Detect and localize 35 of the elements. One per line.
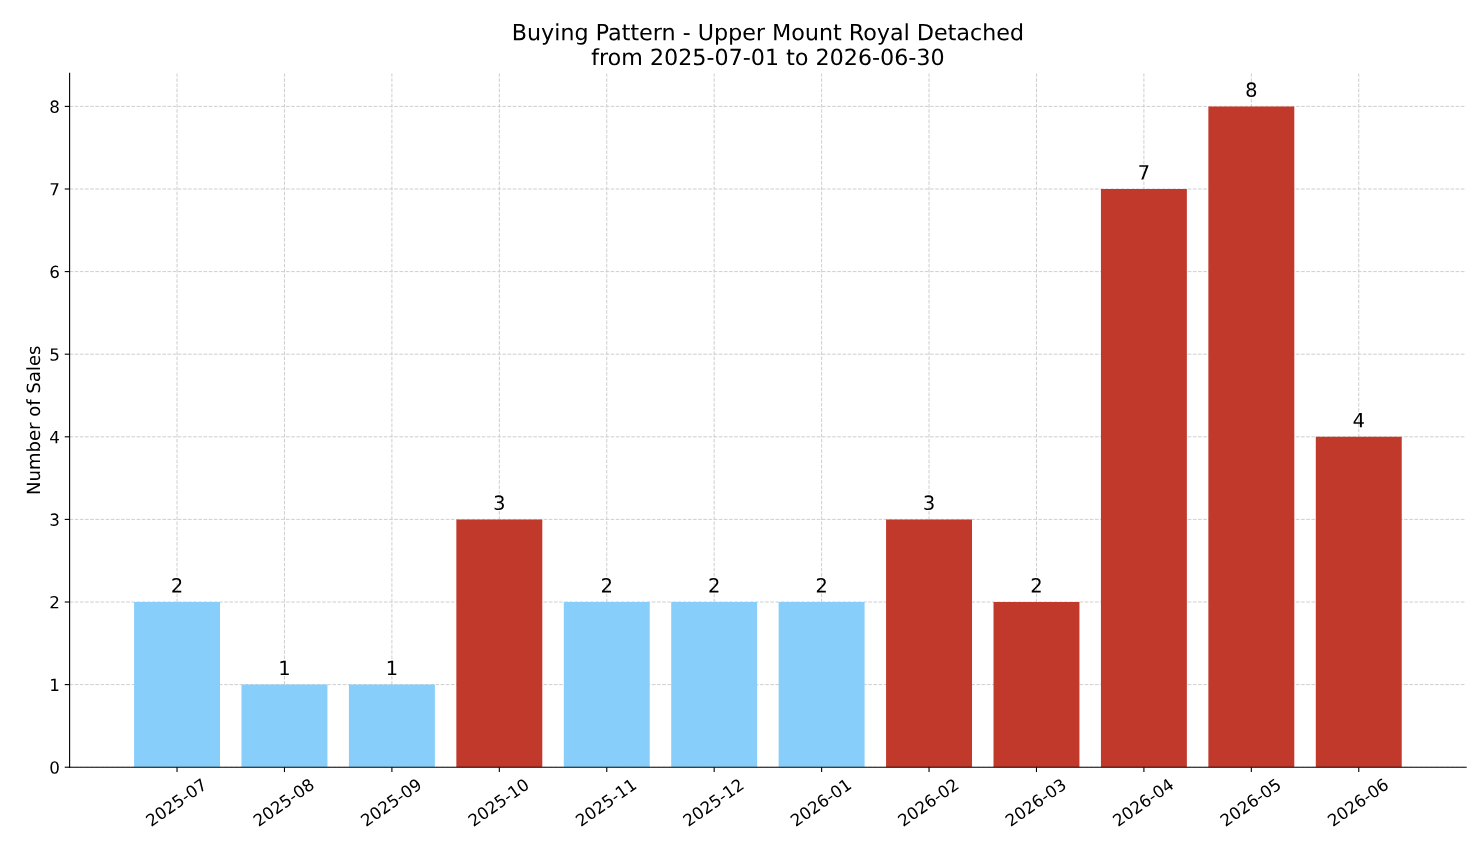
data-label: 2 xyxy=(1031,577,1041,593)
bar xyxy=(563,602,650,768)
data-label: 2 xyxy=(816,577,826,593)
data-label: 2 xyxy=(709,577,719,593)
y-tick-label: 0 xyxy=(50,761,59,774)
data-label: 2 xyxy=(172,577,182,593)
y-tick-label: 1 xyxy=(51,678,59,691)
bar xyxy=(1315,436,1402,768)
bar xyxy=(241,684,328,768)
data-label: 1 xyxy=(280,660,289,676)
bar xyxy=(134,602,221,768)
data-label: 3 xyxy=(494,495,504,511)
bar xyxy=(348,684,435,768)
data-label: 8 xyxy=(1246,82,1257,98)
data-label: 4 xyxy=(1353,413,1364,428)
y-tick-label: 7 xyxy=(50,183,59,196)
data-label: 7 xyxy=(1139,165,1149,180)
y-tick-label: 5 xyxy=(50,348,59,361)
y-tick-label: 3 xyxy=(50,513,59,526)
data-label: 1 xyxy=(387,660,397,676)
bar xyxy=(778,602,865,768)
bar xyxy=(886,519,973,768)
bar xyxy=(1208,106,1295,768)
bar xyxy=(671,602,758,768)
chart-title: Buying Pattern - Upper Mount Royal Detached from 2025-07-01 to 2026-06-30 xyxy=(513,23,1023,66)
y-tick-label: 2 xyxy=(50,595,59,609)
y-tick-label: 8 xyxy=(50,100,59,113)
bar xyxy=(1100,189,1187,768)
y-tick-label: 6 xyxy=(50,265,59,279)
data-label: 2 xyxy=(601,577,611,593)
data-label: 3 xyxy=(924,495,934,511)
bar xyxy=(993,602,1080,768)
y-tick-label: 4 xyxy=(50,430,59,444)
y-axis-title: Number of Sales xyxy=(26,346,41,494)
bar xyxy=(456,519,543,768)
